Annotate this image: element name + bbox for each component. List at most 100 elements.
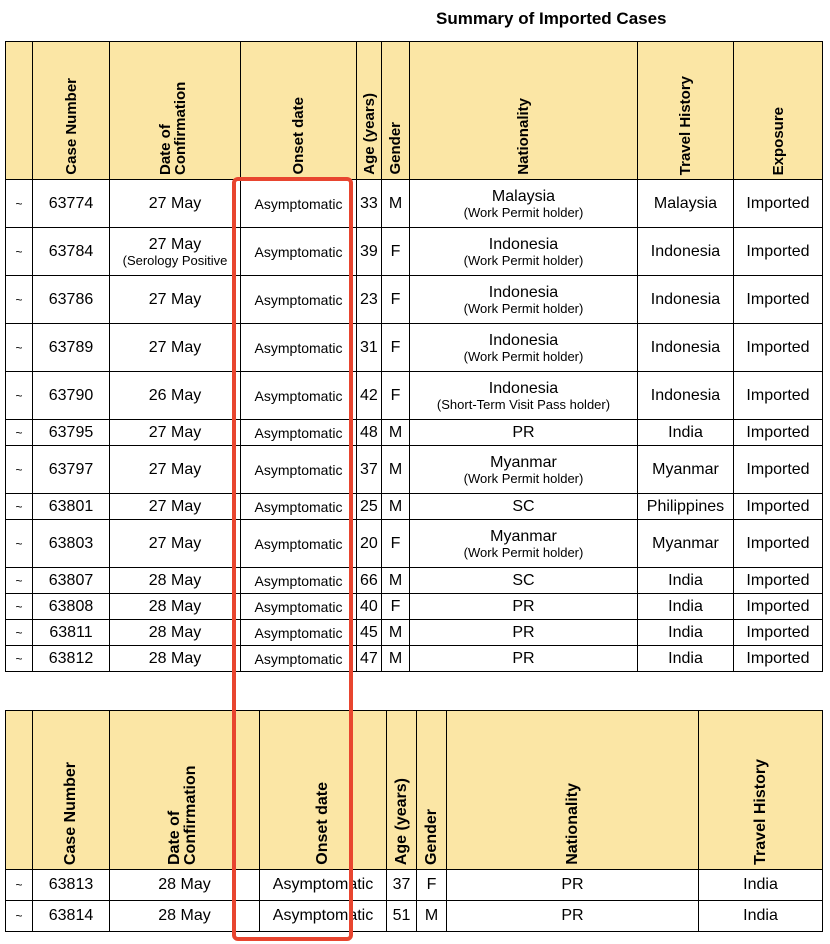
gender-cell: M: [381, 567, 410, 594]
row-marker: ~: [5, 567, 33, 594]
travel-history-cell: India: [637, 593, 734, 620]
date-cell: 27 May: [109, 445, 241, 494]
travel-history-cell: Philippines: [637, 493, 734, 520]
nationality-main: PR: [512, 624, 535, 641]
date-main: 28 May: [148, 650, 202, 667]
nationality-cell: PR: [409, 419, 638, 446]
exposure-cell: Imported: [733, 567, 823, 594]
row-marker: ~: [5, 900, 33, 932]
nationality-main: Myanmar: [490, 453, 557, 471]
row-marker: ~: [5, 519, 33, 568]
exposure-cell: Imported: [733, 519, 823, 568]
table-header-row: Case Number Date of Confirmation Onset d…: [5, 710, 823, 870]
travel-history-cell: India: [698, 900, 823, 932]
table-row: ~63784 27 May (Serology Positive Asymptomat…: [5, 227, 823, 276]
date-main: 27 May: [148, 339, 202, 356]
nationality-main: PR: [512, 650, 535, 667]
nationality-main: PR: [512, 424, 535, 441]
date-note: (Serology Positive: [122, 252, 228, 268]
date-main: 27 May: [148, 291, 202, 308]
date-main: 27 May: [148, 195, 202, 212]
gender-cell: M: [381, 619, 410, 646]
date-cell: 28 May: [109, 567, 241, 594]
onset-date-cell: Asymptomatic: [240, 593, 357, 620]
header-onset-date: Onset date: [259, 710, 387, 870]
onset-date-cell: Asymptomatic: [240, 567, 357, 594]
travel-history-cell: India: [637, 567, 734, 594]
date-cell: 27 May: [109, 323, 241, 372]
onset-date-cell: Asymptomatic: [240, 619, 357, 646]
travel-history-cell: India: [637, 645, 734, 672]
table-row: ~63797 27 May Asymptomatic 37 M Myanmar (Work …: [5, 445, 823, 494]
exposure-cell: Imported: [733, 593, 823, 620]
gender-cell: F: [381, 227, 410, 276]
nationality-note: (Work Permit holder): [463, 204, 584, 220]
table-row: ~63786 27 May Asymptomatic 23 F Indonesia (Wor…: [5, 275, 823, 324]
table-row: ~63774 27 May Asymptomatic 33 M Malaysia (Work…: [5, 179, 823, 228]
gender-cell: M: [381, 179, 410, 228]
age-cell: 66: [356, 567, 382, 594]
age-cell: 23: [356, 275, 382, 324]
date-main: 28 May: [148, 624, 202, 641]
header-date-of-confirmation: Date of Confirmation: [109, 710, 260, 870]
age-cell: 48: [356, 419, 382, 446]
exposure-cell: Imported: [733, 493, 823, 520]
nationality-main: Myanmar: [490, 527, 557, 545]
nationality-cell: SC: [409, 567, 638, 594]
age-cell: 37: [386, 869, 417, 901]
row-marker: ~: [5, 275, 33, 324]
nationality-cell: Malaysia (Work Permit holder): [409, 179, 638, 228]
nationality-main: Malaysia: [491, 187, 556, 205]
header-marker: [5, 41, 33, 180]
header-onset-date: Onset date: [240, 41, 357, 180]
case-number-cell: 63774: [32, 179, 110, 228]
onset-date-cell: Asymptomatic: [240, 227, 357, 276]
date-cell: 28 May: [109, 619, 241, 646]
gender-cell: F: [416, 869, 447, 901]
onset-date-cell: Asymptomatic: [240, 275, 357, 324]
date-cell: 26 May: [109, 371, 241, 420]
gender-cell: M: [381, 445, 410, 494]
gender-cell: F: [381, 593, 410, 620]
date-main: 27 May: [148, 498, 202, 515]
case-number-cell: 63795: [32, 419, 110, 446]
header-nationality: Nationality: [446, 710, 699, 870]
exposure-cell: Imported: [733, 275, 823, 324]
case-number-cell: 63801: [32, 493, 110, 520]
header-marker: [5, 710, 33, 870]
date-cell: 28 May: [109, 900, 260, 932]
case-number-cell: 63789: [32, 323, 110, 372]
table-row: ~63808 28 May Asymptomatic 40 F PR India Import…: [5, 593, 823, 620]
case-number-cell: 63811: [32, 619, 110, 646]
nationality-cell: PR: [446, 869, 699, 901]
nationality-note: (Work Permit holder): [463, 544, 584, 560]
onset-date-cell: Asymptomatic: [259, 900, 387, 932]
date-main: 27 May: [148, 535, 202, 552]
nationality-main: PR: [512, 598, 535, 615]
header-exposure: Exposure: [733, 41, 823, 180]
nationality-note: (Work Permit holder): [463, 348, 584, 364]
header-age: Age (years): [386, 710, 417, 870]
onset-date-cell: Asymptomatic: [240, 645, 357, 672]
onset-date-cell: Asymptomatic: [240, 371, 357, 420]
case-number-cell: 63790: [32, 371, 110, 420]
gender-cell: F: [381, 275, 410, 324]
nationality-main: Indonesia: [488, 379, 559, 397]
case-number-cell: 63813: [32, 869, 110, 901]
case-number-cell: 63807: [32, 567, 110, 594]
table-header-row: Case Number Date of Confirmation Onset d…: [5, 41, 823, 180]
travel-history-cell: Myanmar: [637, 445, 734, 494]
case-number-cell: 63803: [32, 519, 110, 568]
age-cell: 40: [356, 593, 382, 620]
onset-date-cell: Asymptomatic: [259, 869, 387, 901]
header-travel-history: Travel History: [698, 710, 823, 870]
header-case-number: Case Number: [32, 41, 110, 180]
travel-history-cell: Myanmar: [637, 519, 734, 568]
travel-history-cell: Malaysia: [637, 179, 734, 228]
case-number-cell: 63784: [32, 227, 110, 276]
nationality-main: SC: [512, 572, 535, 589]
row-marker: ~: [5, 445, 33, 494]
row-marker: ~: [5, 619, 33, 646]
case-number-cell: 63797: [32, 445, 110, 494]
date-cell: 27 May (Serology Positive: [109, 227, 241, 276]
